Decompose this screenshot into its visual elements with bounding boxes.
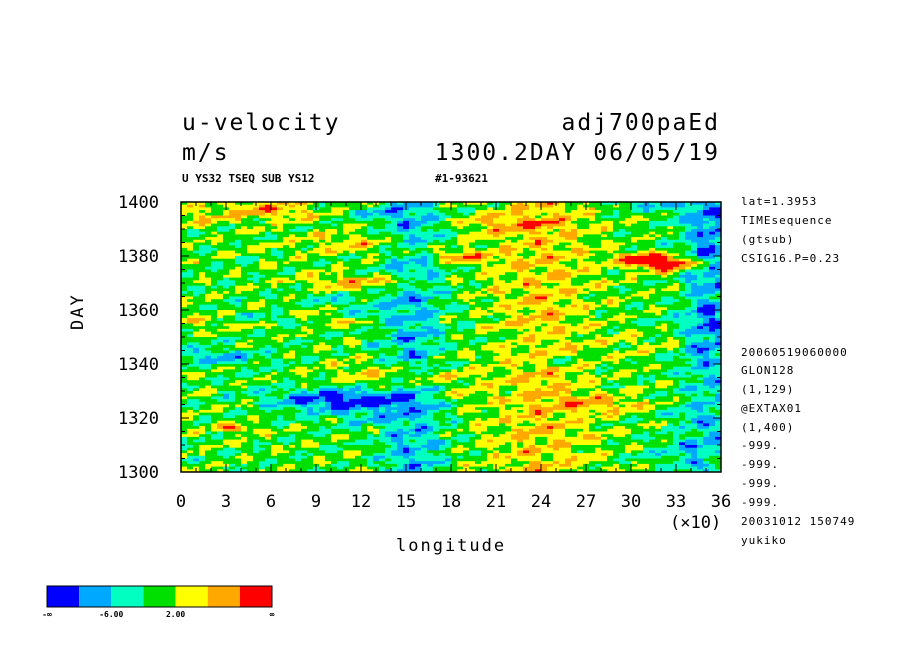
x-tick-label: 15: [396, 492, 416, 512]
x-tick-label: 12: [351, 492, 371, 512]
y-tick-label: 1380: [118, 247, 159, 267]
x-tick-label: 6: [266, 492, 276, 512]
side-info-line: -999.: [741, 458, 780, 471]
subtitle-left: U YS32 TSEQ SUB YS12: [182, 172, 315, 185]
side-info-line: 20031012 150749: [741, 515, 856, 528]
colorbar: -∞ -6.00 2.00 ∞: [42, 585, 275, 619]
heatmap-field: [181, 202, 721, 472]
x-tick-label: 33: [666, 492, 686, 512]
x-tick-label: 21: [486, 492, 506, 512]
side-info-line: (gtsub): [741, 233, 795, 246]
x-tick-label: 36: [711, 492, 731, 512]
x-tick-label: 30: [621, 492, 641, 512]
y-axis: 1300 1320 1340 1360 1380 1400: [118, 193, 721, 483]
experiment-label: adj700paEd: [561, 110, 720, 136]
side-info-line: 20060519060000: [741, 346, 848, 359]
x-multiplier-label: (×10): [670, 513, 722, 533]
colorbar-swatch: [143, 586, 176, 607]
x-tick-label: 18: [441, 492, 461, 512]
x-tick-label: 24: [531, 492, 551, 512]
side-info-line: -999.: [741, 439, 780, 452]
side-info-line: (1,400): [741, 421, 795, 434]
colorbar-swatch: [79, 586, 112, 607]
y-axis-label: DAY: [68, 293, 88, 330]
colorbar-swatch: [111, 586, 144, 607]
timestamp-label: 1300.2DAY 06/05/19: [434, 140, 720, 166]
x-axis: 0 3 6 9 12 15 18 21 24 27 30 33 36: [176, 202, 731, 512]
colorbar-swatch: [239, 586, 272, 607]
colorbar-swatch: [207, 586, 240, 607]
side-info-line: lat=1.3953: [741, 195, 818, 208]
x-tick-label: 0: [176, 492, 186, 512]
side-info-line: yukiko: [741, 534, 787, 547]
side-info-line: -999.: [741, 477, 780, 490]
side-info-line: CSIG16.P=0.23: [741, 252, 841, 265]
variable-title: u-velocity: [182, 110, 341, 136]
colorbar-label: -∞: [42, 610, 52, 619]
side-info-line: (1,129): [741, 383, 795, 396]
colorbar-swatch: [47, 586, 80, 607]
side-info-line: TIMEsequence: [741, 214, 833, 227]
colorbar-label: 2.00: [166, 610, 185, 619]
x-tick-label: 27: [576, 492, 596, 512]
side-info-line: -999.: [741, 496, 780, 509]
y-tick-label: 1360: [118, 301, 159, 321]
y-tick-label: 1340: [118, 355, 159, 375]
side-info-line: @EXTAX01: [741, 402, 802, 415]
side-info-line: GLON128: [741, 364, 795, 377]
y-tick-label: 1320: [118, 409, 159, 429]
subtitle-right: #1-93621: [435, 172, 488, 185]
x-tick-label: 9: [311, 492, 321, 512]
x-tick-label: 3: [221, 492, 231, 512]
y-tick-label: 1400: [118, 193, 159, 213]
colorbar-label: -6.00: [99, 610, 123, 619]
colorbar-swatch: [175, 586, 208, 607]
x-axis-label: longitude: [396, 536, 507, 556]
y-tick-label: 1300: [118, 463, 159, 483]
colorbar-frame: [46, 585, 273, 608]
units-label: m/s: [182, 140, 230, 166]
colorbar-label: ∞: [270, 610, 275, 619]
